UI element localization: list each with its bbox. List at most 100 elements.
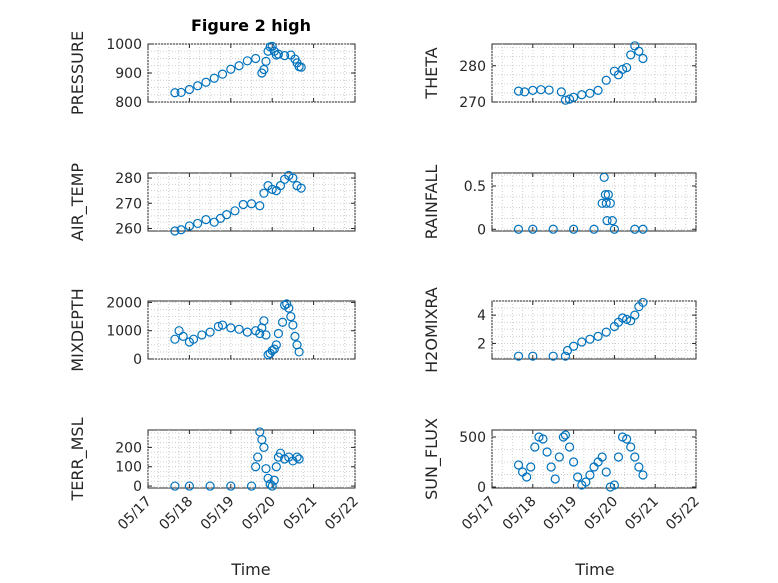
sun-flux-data-point [560,430,571,440]
sun-flux-plot: 05/17 05/18 05/19 05/20 05/21 05/22 0 500 SUN_FL… [422,418,703,533]
x-axis-label-right: Time [574,560,614,579]
air-temp-y-axis-label: AIR_TEMP [68,163,88,241]
mixdepth-data-point [273,328,284,339]
rainfall-data-point [607,216,617,226]
rainfall-y-tick-label: 0 [477,222,486,238]
terr-msl-y-tick-label: 0 [133,479,142,495]
sun-flux-data-point [554,452,564,462]
pressure-data-point [193,81,203,91]
terr-msl-data-point [259,442,269,452]
rainfall-data-point [602,216,612,226]
theta-data-point [634,46,644,56]
air-temp-data-point [222,210,232,220]
theta-data-point [560,95,571,105]
terr-msl-data-point [292,452,302,462]
pressure-y-axis-label: PRESSURE [68,31,87,115]
terr-msl-data-point [280,454,290,464]
terr-msl-x-tick-label: 05/22 [322,494,362,534]
rainfall-data-point [528,224,538,234]
pressure-data-point [209,73,219,83]
h2omixra-data-point [622,314,632,324]
theta-data-point [513,86,524,96]
air-temp-data-point [184,221,194,231]
air-temp-data-point [176,225,186,235]
theta-data-point [568,92,579,102]
sun-flux-data-point [585,470,595,480]
theta-data-point [593,85,603,96]
mixdepth-y-axis-label: MIXDEPTH [68,288,87,371]
mixdepth-data-point [269,344,279,354]
sun-flux-x-tick-label: 05/19 [541,494,581,534]
theta-data-point [622,62,632,73]
x-axis-label-left: Time [230,560,270,579]
mixdepth-data-point [259,316,269,326]
sun-flux-x-tick-label: 05/18 [500,494,540,534]
terr-msl-data-point [269,475,279,485]
rainfall-plot: 0 0.5 RAINFALL [422,165,697,239]
terr-msl-data-point [184,481,194,491]
h2omixra-data-point [528,351,538,361]
h2omixra-data-point [617,313,628,323]
terr-msl-data-point [263,473,273,483]
theta-data-point [544,85,554,95]
sun-flux-data-point [638,470,648,480]
rainfall-data-point [605,198,615,208]
h2omixra-data-point [630,310,640,320]
theta-y-tick-label: 270 [459,95,486,111]
sun-flux-data-point [538,434,548,444]
rainfall-data-point [609,224,620,234]
terr-msl-x-tick-label: 05/19 [198,494,238,534]
mixdepth-data-point [286,311,296,322]
h2omixra-data-point [585,334,595,344]
terr-msl-x-tick-label: 05/17 [115,494,155,534]
sun-flux-axes-background [491,429,697,489]
mixdepth-data-point [290,331,300,341]
mixdepth-data-point [178,331,188,341]
sun-flux-data-point [601,467,611,477]
rainfall-data-point [601,198,611,208]
pressure-data-point [242,56,252,66]
h2omixra-data-point [562,345,573,356]
terr-msl-data-point [271,462,281,472]
terr-msl-y-tick-label: 200 [115,440,142,456]
theta-data-point [585,88,595,98]
sun-flux-data-point [550,474,560,484]
terr-msl-data-point [226,481,236,491]
air-temp-data-point [255,201,265,211]
pressure-data-point [280,50,290,61]
terr-msl-x-tick-label: 05/21 [281,494,321,534]
sun-flux-data-point [522,472,532,482]
air-temp-data-point [246,199,257,209]
pressure-data-point [261,56,271,67]
air-temp-data-point [267,184,277,194]
rainfall-axes-background [491,172,697,232]
h2omixra-data-point [560,351,571,361]
pressure-data-point [251,53,261,64]
terr-msl-data-point [261,464,271,474]
pressure-data-point [226,64,236,74]
air-temp-data-point [296,183,306,193]
sun-flux-data-point [626,442,636,452]
terr-msl-x-tick-label: 05/18 [156,494,196,534]
sun-flux-data-point [568,457,579,467]
h2omixra-y-axis-label: H2OMIXRA [422,287,441,373]
sun-flux-x-tick-label: 05/20 [581,494,621,534]
pressure-data-point [234,61,244,71]
figure-title: Figure 2 high [191,16,311,35]
mixdepth-y-tick-label: 2000 [106,295,142,311]
terr-msl-data-point [294,454,304,464]
h2omixra-data-point [568,341,579,351]
theta-data-point [638,53,648,64]
terr-msl-data-point [246,481,257,491]
mixdepth-data-point [213,321,223,332]
sun-flux-data-point [530,442,540,452]
mixdepth-plot: 0 1000 2000 MIXDEPTH [68,288,356,372]
mixdepth-y-tick-label: 1000 [106,324,142,340]
terr-msl-data-point [251,462,261,472]
mixdepth-data-point [277,317,288,327]
pressure-data-point [267,41,277,51]
mixdepth-data-point [294,347,304,357]
h2omixra-y-tick-label: 2 [477,336,486,352]
sun-flux-data-point [542,447,552,457]
mixdepth-data-point [234,324,244,334]
